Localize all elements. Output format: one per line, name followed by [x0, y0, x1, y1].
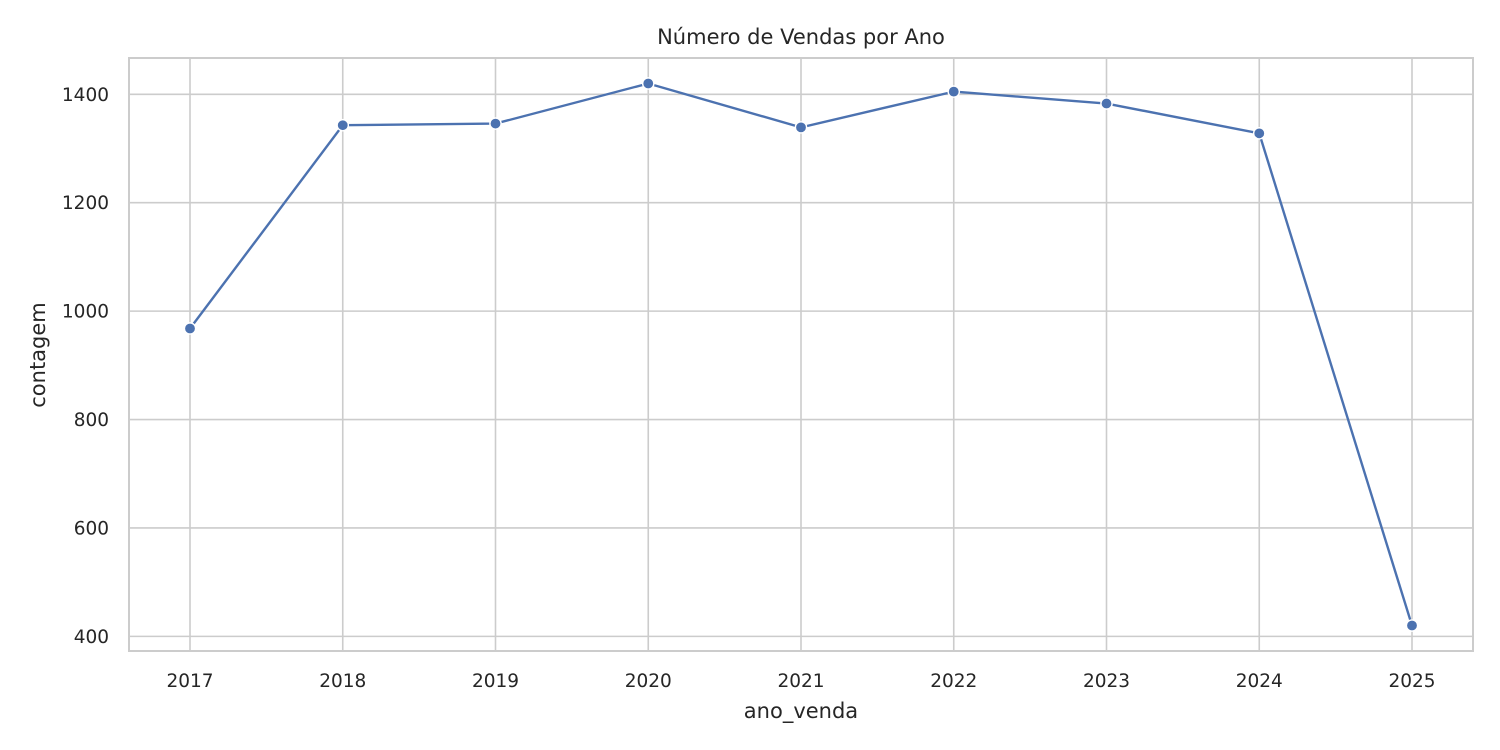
plot-frame: [128, 57, 1474, 652]
x-tick-label: 2024: [1236, 671, 1283, 692]
y-tick-label: 1000: [62, 302, 109, 323]
data-point: [794, 121, 808, 134]
series-layer: [183, 77, 1419, 632]
x-tick-label: 2020: [625, 671, 672, 692]
x-tick-label: 2022: [930, 671, 977, 692]
data-point: [183, 322, 197, 335]
data-point: [336, 118, 350, 132]
x-tick-label: 2019: [472, 671, 519, 692]
series: [183, 77, 1419, 632]
y-tick-label: 600: [74, 518, 109, 539]
data-point: [1252, 127, 1266, 140]
x-tick-label: 2021: [777, 671, 824, 692]
y-tick-labels: 400 600 800 1000 1200 1400: [62, 85, 109, 648]
data-point: [489, 117, 502, 130]
data-point: [947, 85, 961, 98]
x-tick-label: 2025: [1388, 671, 1435, 692]
x-tick-label: 2017: [166, 671, 213, 692]
y-tick-label: 1400: [62, 85, 109, 106]
data-point: [641, 77, 655, 90]
data-point: [1405, 619, 1419, 632]
y-axis-label: contagem: [26, 302, 50, 408]
grid: [129, 58, 1473, 651]
y-tick-label: 800: [74, 410, 109, 431]
x-tick-labels: 2017 2018 2019 2020 2021 2022 2023 2024 2025: [166, 671, 1435, 692]
x-tick-label: 2023: [1083, 671, 1130, 692]
chart-title: Número de Vendas por Ano: [657, 25, 945, 49]
y-tick-label: 1200: [62, 193, 109, 214]
data-point: [1100, 97, 1113, 110]
y-tick-label: 400: [74, 627, 109, 648]
x-axis-label: ano_venda: [744, 699, 858, 724]
x-tick-label: 2018: [319, 671, 366, 692]
